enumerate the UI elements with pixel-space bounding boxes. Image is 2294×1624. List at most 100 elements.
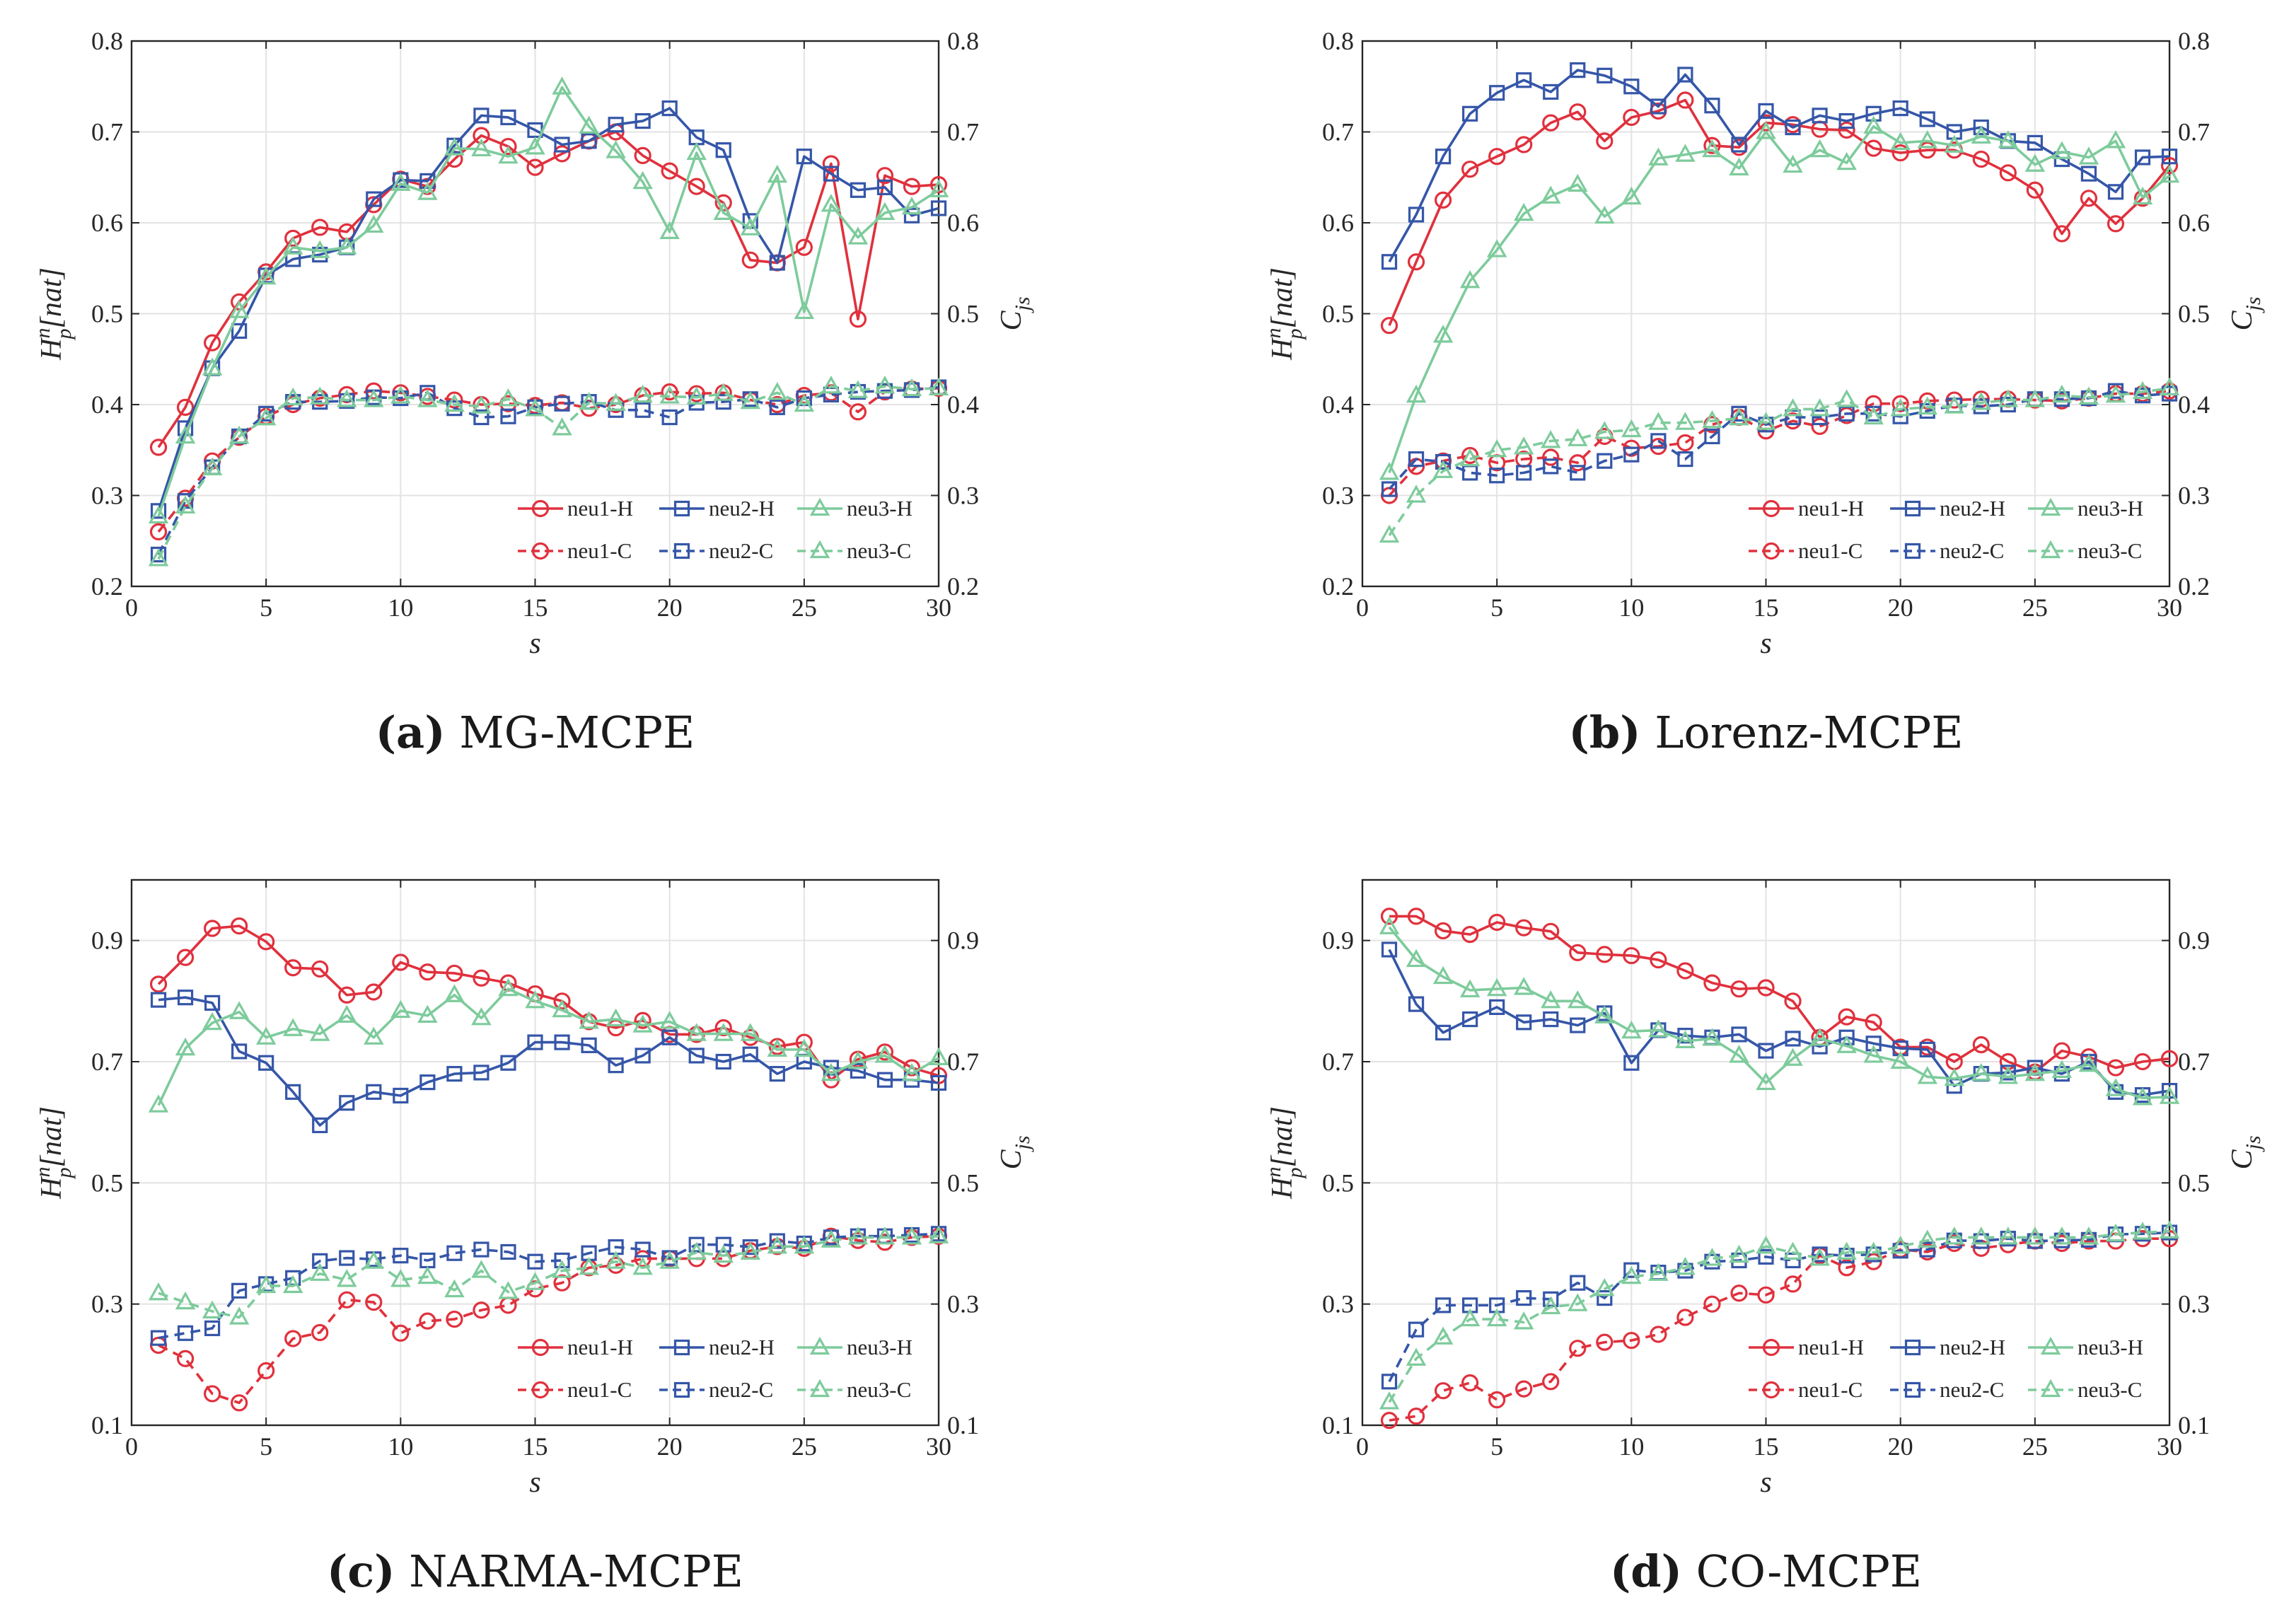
data-point <box>874 1045 896 1063</box>
data-point <box>741 251 759 269</box>
chart-panel-d: 0 5 10 15 20 25 300.1 0.10.3 0.30.5 0.50.7 0.70.9 0… <box>1262 878 2265 1597</box>
data-point <box>1381 1374 1398 1390</box>
data-point <box>928 1225 949 1243</box>
data-point <box>1731 405 1747 422</box>
data-point <box>228 1306 250 1325</box>
data-point <box>794 393 815 412</box>
series-neu3-H <box>1379 115 2180 480</box>
data-point <box>282 1018 303 1036</box>
data-point <box>1757 1286 1775 1304</box>
legend-marker <box>2040 1336 2061 1355</box>
data-point <box>498 388 519 407</box>
chart-panel-c: 0 5 10 15 20 25 300.1 0.10.3 0.30.5 0.50.7 0.70.9 0… <box>31 878 1034 1597</box>
data-point <box>1489 999 1505 1016</box>
panel-caption: (d) CO-MCPE <box>1610 1545 1922 1597</box>
data-point <box>1944 134 1964 153</box>
data-point <box>715 394 731 410</box>
data-point <box>1623 108 1640 127</box>
data-point <box>1648 1263 1669 1281</box>
data-point <box>2132 1222 2153 1240</box>
data-point <box>1811 417 1829 435</box>
data-point <box>1890 1050 1911 1069</box>
legend-label: neu3-H <box>2078 496 2143 521</box>
y2-tick-label: 0.5 <box>947 1168 979 1197</box>
legend-marker <box>2040 540 2061 559</box>
data-point <box>1596 1333 1614 1351</box>
data-point <box>390 173 411 191</box>
data-point <box>1541 990 1561 1009</box>
data-point <box>1675 1030 1696 1048</box>
data-point <box>231 1282 248 1299</box>
data-point <box>553 992 571 1010</box>
data-point <box>2051 1060 2073 1078</box>
series-neu1-H <box>1380 91 2179 335</box>
legend-d: neu1-H neu2-H neu3-H neu1-C neu2-C neu3-C <box>1749 1335 2143 1402</box>
y-tick-label: 0.3 <box>1322 1290 1354 1318</box>
y-tick-label: 0.9 <box>91 927 123 955</box>
data-point <box>579 392 599 410</box>
data-point <box>525 1272 545 1290</box>
data-point <box>204 1320 221 1337</box>
data-point <box>1542 114 1560 132</box>
data-point <box>581 1037 597 1053</box>
data-point <box>393 1087 409 1104</box>
data-point <box>1380 907 1398 925</box>
data-point <box>1569 454 1587 472</box>
x-tick-label: 5 <box>260 1432 272 1461</box>
data-point <box>928 1047 949 1065</box>
y-axis-label: Hnp[nat] <box>31 1106 76 1200</box>
data-point <box>1809 1028 1830 1046</box>
data-point <box>1513 436 1534 455</box>
legend-marker <box>2040 497 2061 516</box>
data-point <box>742 1239 758 1255</box>
data-point <box>1863 1241 1884 1260</box>
legend-label: neu2-H <box>709 496 775 521</box>
data-point <box>1594 1277 1615 1297</box>
data-point <box>525 398 545 417</box>
x-tick-label: 30 <box>926 1432 951 1461</box>
data-point <box>364 389 384 407</box>
data-point <box>1809 139 1830 158</box>
data-point <box>796 149 812 165</box>
legend-marker <box>531 542 550 560</box>
data-point <box>473 1241 489 1258</box>
data-point <box>1432 460 1454 478</box>
y-tick-label: 0.7 <box>1322 118 1354 146</box>
y-tick-label: 0.1 <box>1322 1411 1354 1439</box>
data-point <box>150 546 167 563</box>
data-point <box>635 402 651 418</box>
data-point <box>1863 406 1884 425</box>
data-point <box>2024 389 2046 407</box>
data-point <box>1650 1326 1667 1343</box>
data-point <box>310 386 330 405</box>
legend-label: neu3-C <box>847 538 911 563</box>
y2-axis-label: Cjs <box>995 1135 1034 1169</box>
y-tick-label: 0.6 <box>91 209 123 237</box>
data-point <box>1406 485 1427 503</box>
data-point <box>876 179 893 195</box>
data-point <box>632 384 653 403</box>
data-point <box>1756 1072 1776 1091</box>
data-point <box>823 166 839 182</box>
data-point <box>2051 141 2073 159</box>
data-point <box>901 378 922 397</box>
data-point <box>2026 181 2044 199</box>
data-point <box>850 182 867 198</box>
x-tick-label: 20 <box>1888 593 1913 622</box>
y2-tick-label: 0.3 <box>947 1290 979 1318</box>
y-tick-label: 0.1 <box>91 1411 123 1439</box>
data-point <box>661 100 678 117</box>
data-point <box>149 439 168 456</box>
data-point <box>2027 134 2043 151</box>
legend-item: neu3-C <box>2028 1377 2142 1402</box>
data-point <box>1675 144 1696 162</box>
legend-label: neu2-C <box>709 1377 773 1402</box>
data-point <box>1434 1382 1452 1400</box>
legend-label: neu1-C <box>1798 1377 1863 1402</box>
data-point <box>2160 1050 2179 1067</box>
data-point <box>847 1050 869 1069</box>
y2-axis-label: Cjs <box>995 296 1034 330</box>
data-point <box>284 1330 302 1347</box>
legend-c: neu1-H neu2-H neu3-H neu1-C neu2-C neu3-C <box>518 1335 913 1402</box>
data-point <box>149 975 168 993</box>
